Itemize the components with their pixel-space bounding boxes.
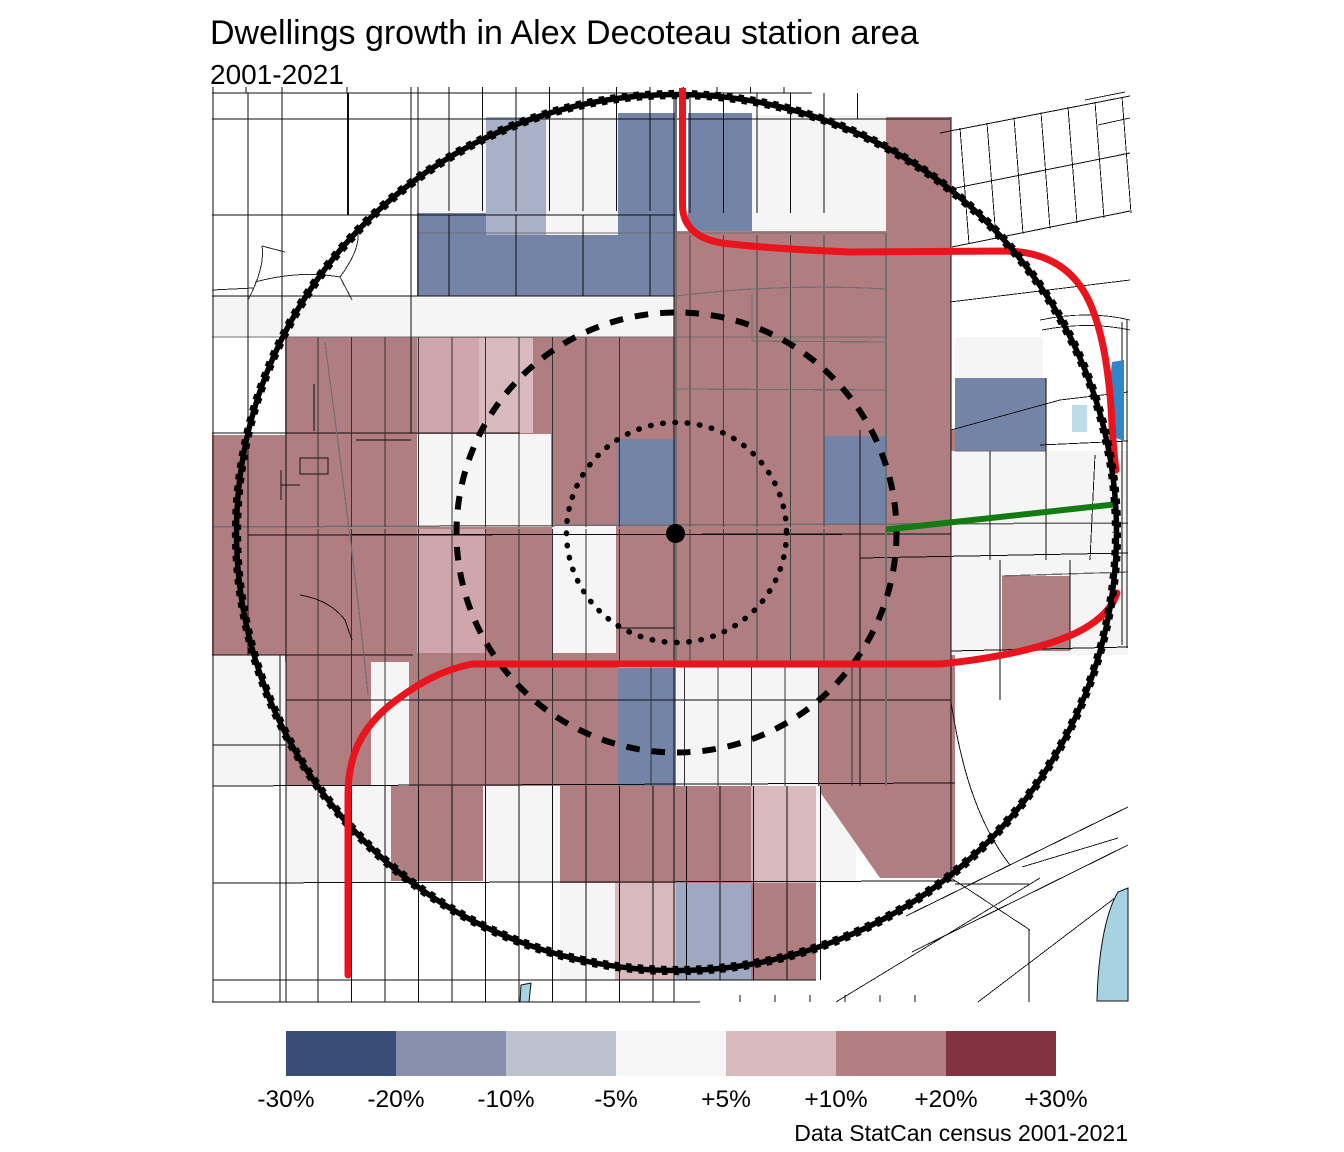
svg-text:+30%: +30% <box>1024 1086 1087 1113</box>
svg-text:+10%: +10% <box>804 1086 867 1113</box>
svg-text:+5%: +5% <box>701 1086 751 1113</box>
svg-text:+20%: +20% <box>914 1086 977 1113</box>
svg-text:Data StatCan census 2001-2021: Data StatCan census 2001-2021 <box>794 1120 1128 1146</box>
svg-text:2001-2021: 2001-2021 <box>210 59 344 90</box>
svg-text:Dwellings growth in Alex Decot: Dwellings growth in Alex Decoteau statio… <box>210 14 919 52</box>
svg-text:-30%: -30% <box>257 1086 314 1113</box>
svg-text:-5%: -5% <box>594 1086 638 1113</box>
svg-text:-10%: -10% <box>477 1086 534 1113</box>
svg-text:-20%: -20% <box>367 1086 424 1113</box>
